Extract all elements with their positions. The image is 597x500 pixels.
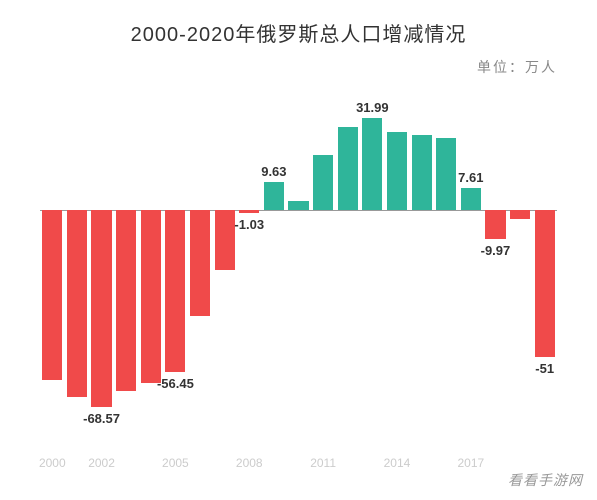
x-label-2005: 2005 — [162, 456, 189, 470]
x-label-2002: 2002 — [88, 456, 115, 470]
bar-2018 — [485, 210, 505, 239]
value-label-2017: 7.61 — [458, 170, 483, 185]
value-label-2018: -9.97 — [481, 243, 511, 258]
x-label-2017: 2017 — [457, 456, 484, 470]
bar-2013 — [362, 118, 382, 210]
bar-2001 — [67, 210, 87, 397]
bar-2010 — [288, 201, 308, 210]
bar-2002 — [91, 210, 111, 407]
bar-2017 — [461, 188, 481, 210]
bar-2006 — [190, 210, 210, 316]
value-label-2008: -1.03 — [234, 217, 264, 232]
value-label-2020: -51 — [535, 361, 554, 376]
value-label-2013: 31.99 — [356, 100, 389, 115]
bar-2019 — [510, 210, 530, 219]
bar-2020 — [535, 210, 555, 357]
bar-2008 — [239, 210, 259, 213]
bar-2003 — [116, 210, 136, 391]
x-label-2014: 2014 — [384, 456, 411, 470]
bar-2007 — [215, 210, 235, 270]
chart-container: 2000-2020年俄罗斯总人口增减情况 单位：万人 2000-68.57200… — [0, 0, 597, 500]
chart-title: 2000-2020年俄罗斯总人口增减情况 — [0, 0, 597, 47]
bar-2011 — [313, 155, 333, 210]
bar-2004 — [141, 210, 161, 383]
watermark: 看看手游网 — [508, 470, 583, 490]
x-label-2011: 2011 — [310, 456, 336, 470]
value-label-2005: -56.45 — [157, 376, 194, 391]
plot-area: 2000-68.572002-56.452005-1.0320089.63201… — [40, 95, 557, 440]
chart-unit-label: 单位：万人 — [0, 47, 597, 77]
bar-2016 — [436, 138, 456, 210]
x-label-2000: 2000 — [39, 456, 66, 470]
bar-2000 — [42, 210, 62, 380]
value-label-2009: 9.63 — [261, 164, 286, 179]
value-label-2002: -68.57 — [83, 411, 120, 426]
bar-2009 — [264, 182, 284, 210]
bar-2014 — [387, 132, 407, 210]
bar-2012 — [338, 127, 358, 210]
bar-2005 — [165, 210, 185, 372]
bar-2015 — [412, 135, 432, 210]
x-label-2008: 2008 — [236, 456, 263, 470]
